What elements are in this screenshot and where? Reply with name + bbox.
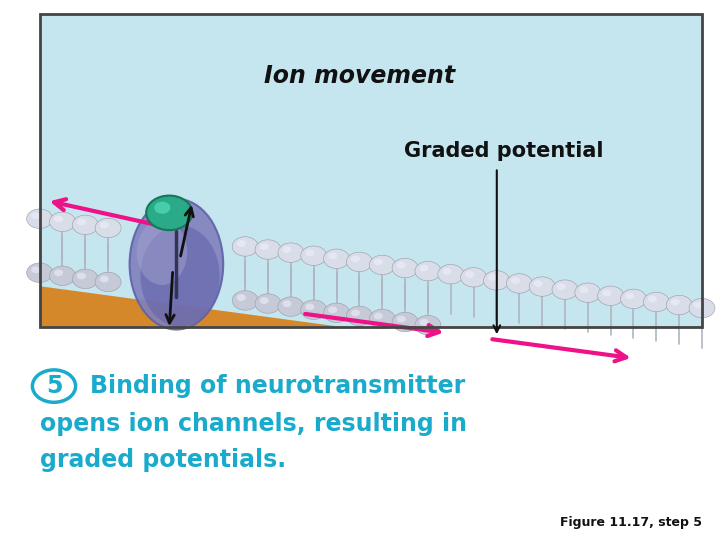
- Circle shape: [397, 262, 405, 268]
- Circle shape: [529, 277, 555, 296]
- Circle shape: [442, 268, 451, 275]
- Ellipse shape: [137, 220, 187, 285]
- Circle shape: [282, 246, 292, 253]
- Ellipse shape: [140, 226, 220, 327]
- Circle shape: [255, 294, 281, 313]
- Circle shape: [580, 286, 588, 293]
- Circle shape: [392, 312, 418, 332]
- Circle shape: [31, 266, 40, 273]
- Circle shape: [260, 243, 269, 250]
- Circle shape: [666, 295, 692, 315]
- Circle shape: [346, 252, 372, 272]
- Text: 5: 5: [46, 374, 62, 398]
- Circle shape: [415, 315, 441, 335]
- Circle shape: [72, 269, 98, 288]
- Circle shape: [374, 313, 383, 320]
- Circle shape: [233, 291, 258, 310]
- Circle shape: [415, 261, 441, 281]
- Circle shape: [602, 289, 611, 296]
- Circle shape: [54, 269, 63, 276]
- Circle shape: [99, 221, 109, 228]
- Circle shape: [534, 280, 543, 287]
- Circle shape: [328, 253, 337, 259]
- Circle shape: [461, 267, 487, 287]
- Circle shape: [301, 246, 327, 266]
- Circle shape: [282, 300, 292, 307]
- Circle shape: [323, 303, 349, 322]
- Circle shape: [644, 292, 670, 312]
- Circle shape: [392, 258, 418, 278]
- Circle shape: [552, 280, 578, 299]
- Circle shape: [237, 240, 246, 247]
- Circle shape: [621, 289, 647, 308]
- Circle shape: [351, 255, 360, 262]
- Circle shape: [237, 294, 246, 301]
- Circle shape: [260, 297, 269, 304]
- Circle shape: [511, 277, 520, 284]
- Text: Graded potential: Graded potential: [404, 141, 604, 161]
- Circle shape: [255, 240, 281, 259]
- Circle shape: [99, 275, 109, 282]
- Circle shape: [346, 306, 372, 326]
- Circle shape: [397, 316, 405, 322]
- Circle shape: [488, 274, 497, 281]
- Ellipse shape: [130, 199, 223, 329]
- Circle shape: [369, 309, 395, 329]
- Circle shape: [693, 302, 703, 308]
- Circle shape: [420, 265, 428, 272]
- Circle shape: [27, 209, 53, 228]
- Circle shape: [146, 195, 192, 230]
- Circle shape: [506, 274, 532, 293]
- Circle shape: [323, 249, 349, 268]
- Text: graded potentials.: graded potentials.: [40, 448, 286, 472]
- Polygon shape: [40, 14, 702, 327]
- Circle shape: [31, 212, 40, 219]
- Circle shape: [278, 297, 304, 316]
- Circle shape: [54, 215, 63, 222]
- Circle shape: [95, 272, 121, 292]
- Circle shape: [95, 218, 121, 238]
- Polygon shape: [40, 286, 702, 327]
- Circle shape: [50, 266, 76, 286]
- Circle shape: [438, 265, 464, 284]
- Circle shape: [420, 319, 428, 326]
- Text: Figure 11.17, step 5: Figure 11.17, step 5: [560, 516, 702, 529]
- Circle shape: [72, 215, 98, 234]
- Circle shape: [575, 283, 600, 302]
- Circle shape: [278, 243, 304, 262]
- Circle shape: [305, 249, 315, 256]
- Text: opens ion channels, resulting in: opens ion channels, resulting in: [40, 412, 467, 436]
- Circle shape: [301, 300, 327, 320]
- Circle shape: [328, 307, 337, 313]
- Circle shape: [77, 219, 86, 225]
- Circle shape: [154, 201, 171, 214]
- Circle shape: [351, 309, 360, 316]
- Circle shape: [671, 299, 680, 306]
- Circle shape: [27, 263, 53, 282]
- Text: Binding of neurotransmitter: Binding of neurotransmitter: [90, 374, 465, 398]
- Circle shape: [369, 255, 395, 275]
- Circle shape: [483, 271, 509, 290]
- Circle shape: [689, 299, 715, 318]
- Circle shape: [557, 284, 566, 290]
- Circle shape: [233, 237, 258, 256]
- Circle shape: [374, 259, 383, 266]
- Circle shape: [598, 286, 624, 306]
- Circle shape: [77, 273, 86, 279]
- Circle shape: [50, 212, 76, 232]
- Circle shape: [465, 271, 474, 278]
- Bar: [40, 14, 702, 327]
- Circle shape: [305, 303, 315, 310]
- Circle shape: [625, 293, 634, 299]
- Circle shape: [648, 295, 657, 302]
- Text: Ion movement: Ion movement: [264, 64, 456, 88]
